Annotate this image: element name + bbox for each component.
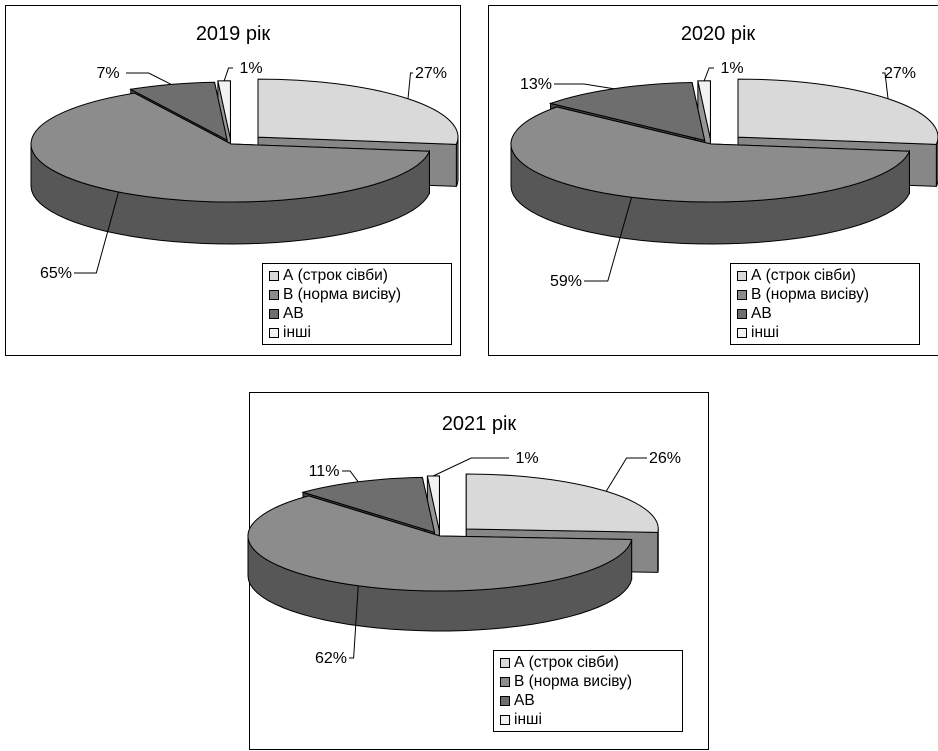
legend: А (строк сівби) В (норма висіву) АВ інші: [493, 650, 683, 732]
legend-item-ab: АВ: [500, 691, 676, 710]
legend-label-other: інші: [514, 711, 542, 728]
legend-swatch-ab: [737, 308, 747, 319]
legend-label-ab: АВ: [514, 692, 535, 709]
legend-swatch-other: [500, 714, 510, 725]
data-label-other: 1%: [239, 60, 262, 77]
legend-label-ab: АВ: [751, 305, 772, 322]
legend-item-ab: АВ: [737, 304, 913, 323]
chart-2020: 2020 рік 27% 59% 13% 1% А (строк сівби) В (…: [488, 5, 938, 356]
pie-chart-2019: 27% 65% 7% 1%: [30, 60, 459, 282]
leader-line-b: [584, 197, 633, 282]
data-label-b: 65%: [40, 265, 72, 282]
legend: А (строк сівби) В (норма висіву) АВ інші: [262, 263, 452, 345]
legend-item-b: В (норма висіву): [737, 285, 913, 304]
legend-label-b: В (норма висіву): [751, 286, 870, 303]
leader-line-a: [882, 72, 889, 99]
legend-label-other: інші: [751, 324, 779, 341]
leader-line-ab: [342, 470, 359, 483]
legend-item-a: А (строк сівби): [737, 266, 913, 285]
legend-item-a: А (строк сівби): [269, 266, 445, 285]
legend-item-b: В (норма висіву): [500, 672, 676, 691]
leader-line-other: [703, 67, 714, 81]
legend-item-b: В (норма висіву): [269, 285, 445, 304]
leader-line-ab: [126, 72, 172, 85]
leader-line-other: [433, 457, 509, 477]
pie-chart-2020: 27% 59% 13% 1%: [510, 60, 938, 290]
chart-title: 2021 рік: [441, 413, 517, 435]
data-label-other: 1%: [720, 60, 743, 77]
data-label-ab: 11%: [309, 463, 340, 480]
chart-2019: 2019 рік 27% 65% 7% 1% А (строк сівби) В (н…: [5, 5, 461, 356]
chart-title: 2019 рік: [195, 23, 271, 45]
leader-line-ab: [554, 83, 614, 90]
legend-item-other: інші: [500, 710, 676, 729]
leader-line-a: [605, 457, 647, 492]
data-label-ab: 7%: [96, 65, 119, 82]
legend-label-other: інші: [283, 324, 311, 341]
chart-title: 2020 рік: [680, 23, 756, 45]
chart-2021: 2021 рік 26% 62% 11% 1% А (строк сівби) В (…: [247, 392, 709, 750]
legend-item-other: інші: [269, 323, 445, 342]
data-label-a: 26%: [649, 450, 681, 467]
legend-label-a: А (строк сівби): [751, 267, 856, 284]
legend-swatch-b: [269, 289, 279, 300]
legend-item-a: А (строк сівби): [500, 653, 676, 672]
leader-line-b: [349, 585, 359, 659]
pie-slice-b: [510, 106, 911, 245]
data-label-b: 59%: [550, 273, 582, 290]
legend-swatch-b: [737, 289, 747, 300]
data-label-b: 62%: [315, 650, 347, 667]
leader-line-other: [223, 67, 233, 81]
legend-item-other: інші: [737, 323, 913, 342]
legend-swatch-other: [269, 327, 279, 338]
pie-slice-b: [30, 92, 431, 245]
legend-swatch-a: [737, 270, 747, 281]
pie-chart-2021: 26% 62% 11% 1%: [247, 450, 681, 667]
data-label-a: 27%: [884, 65, 916, 82]
legend-swatch-other: [737, 327, 747, 338]
data-label-ab: 13%: [520, 76, 552, 93]
pie-slice-b: [247, 495, 633, 632]
legend-label-b: В (норма висіву): [283, 286, 402, 303]
data-label-a: 27%: [415, 65, 447, 82]
legend-label-a: А (строк сівби): [283, 267, 388, 284]
legend-swatch-ab: [269, 308, 279, 319]
legend-swatch-b: [500, 676, 510, 687]
legend-swatch-ab: [500, 695, 510, 706]
legend-label-ab: АВ: [283, 305, 304, 322]
data-label-other: 1%: [515, 450, 538, 467]
leader-line-b: [74, 191, 120, 274]
legend-label-b: В (норма висіву): [514, 673, 633, 690]
legend-item-ab: АВ: [269, 304, 445, 323]
leader-line-a: [407, 72, 413, 99]
legend-swatch-a: [500, 657, 510, 668]
legend-swatch-a: [269, 270, 279, 281]
legend-label-a: А (строк сівби): [514, 654, 619, 671]
legend: А (строк сівби) В (норма висіву) АВ інші: [730, 263, 920, 345]
